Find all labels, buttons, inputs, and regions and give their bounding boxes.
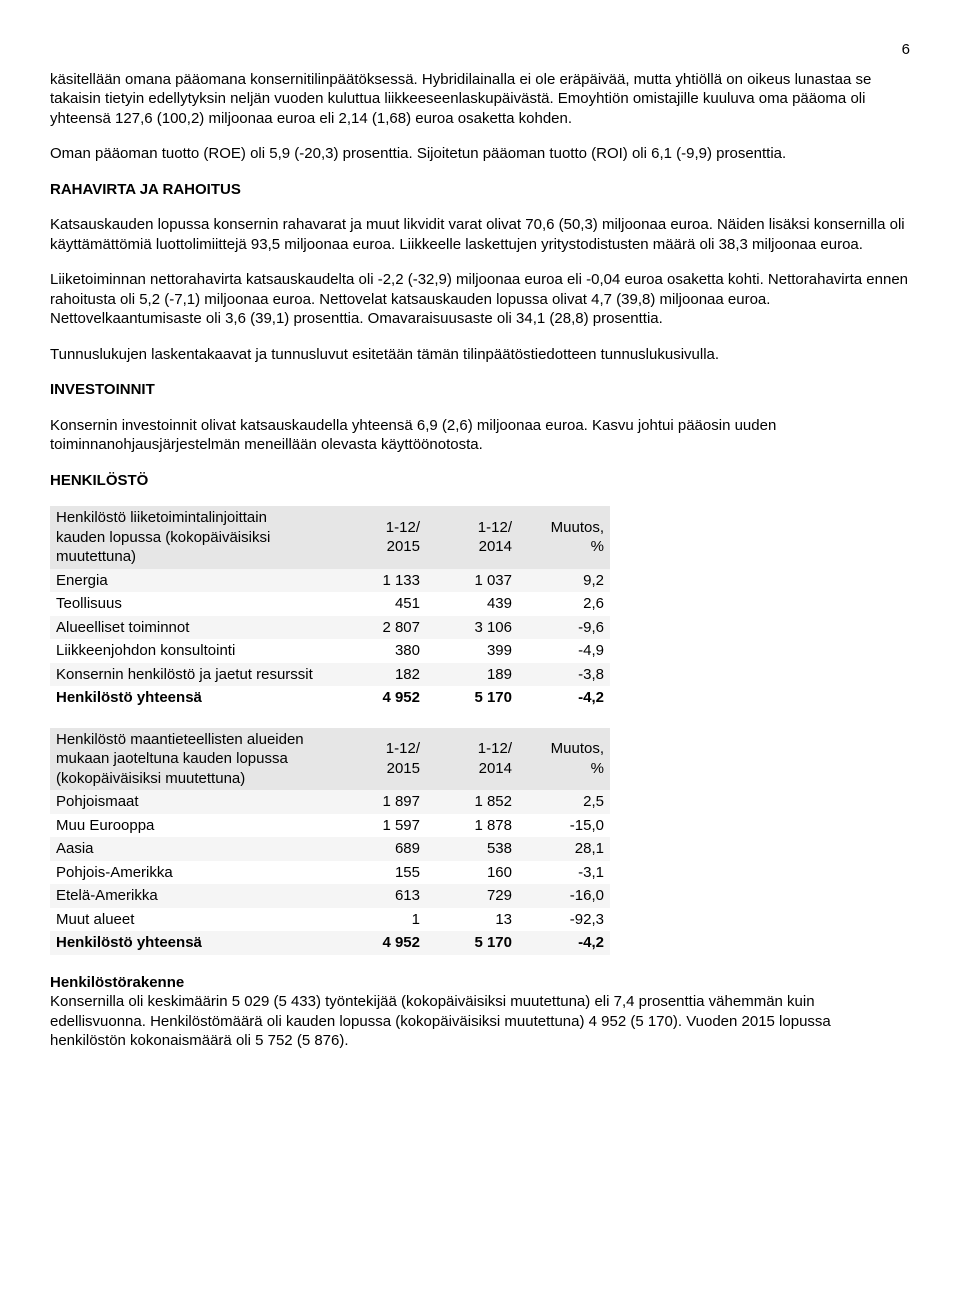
- section-heading-investoinnit: INVESTOINNIT: [50, 380, 910, 400]
- table-cell: 189: [426, 663, 518, 687]
- paragraph: Konsernilla oli keskimäärin 5 029 (5 433…: [50, 993, 831, 1049]
- table-cell: -16,0: [518, 884, 610, 908]
- table-cell-label: Muu Eurooppa: [50, 814, 334, 838]
- table-cell: 5 170: [426, 686, 518, 710]
- table-cell: 538: [426, 837, 518, 861]
- table-header-label: mukaan jaoteltuna kauden lopussa: [56, 750, 288, 767]
- table-cell: 1 597: [334, 814, 426, 838]
- table-cell-label: Energia: [50, 569, 334, 593]
- table-cell: 380: [334, 639, 426, 663]
- table-header-label: Henkilöstö maantieteellisten alueiden: [56, 731, 304, 748]
- paragraph: Konsernin investoinnit olivat katsauskau…: [50, 416, 910, 455]
- table-cell: 1 852: [426, 790, 518, 814]
- table-row: Alueelliset toiminnot2 8073 106-9,6: [50, 616, 610, 640]
- paragraph: Katsauskauden lopussa konsernin rahavara…: [50, 215, 910, 254]
- section-heading-henkilosto: HENKILÖSTÖ: [50, 471, 910, 491]
- table-row: Pohjois-Amerikka155160-3,1: [50, 861, 610, 885]
- table-cell: 2,5: [518, 790, 610, 814]
- paragraph: Liiketoiminnan nettorahavirta katsauskau…: [50, 270, 910, 329]
- table-row: Pohjoismaat1 8971 8522,5: [50, 790, 610, 814]
- table-cell: 160: [426, 861, 518, 885]
- table-cell-label: Henkilöstö yhteensä: [50, 931, 334, 955]
- table-cell: 451: [334, 592, 426, 616]
- table-cell: 28,1: [518, 837, 610, 861]
- table-cell: 5 170: [426, 931, 518, 955]
- table-cell-label: Etelä-Amerikka: [50, 884, 334, 908]
- table-cell: 1: [334, 908, 426, 932]
- table-header-col: 2015: [387, 760, 420, 777]
- table-header-col: 1-12/: [478, 519, 512, 536]
- table-cell: 182: [334, 663, 426, 687]
- table-cell: 399: [426, 639, 518, 663]
- table-total-row: Henkilöstö yhteensä4 9525 170-4,2: [50, 931, 610, 955]
- table-cell: 2,6: [518, 592, 610, 616]
- table-cell-label: Alueelliset toiminnot: [50, 616, 334, 640]
- table-total-row: Henkilöstö yhteensä4 9525 170-4,2: [50, 686, 610, 710]
- table-header-col: 1-12/: [386, 740, 420, 757]
- table-cell: 613: [334, 884, 426, 908]
- paragraph: käsitellään omana pääomana konsernitilin…: [50, 70, 910, 129]
- table-cell-label: Aasia: [50, 837, 334, 861]
- table-cell: -4,9: [518, 639, 610, 663]
- table-row: Etelä-Amerikka613729-16,0: [50, 884, 610, 908]
- table-cell: 13: [426, 908, 518, 932]
- page-number: 6: [50, 40, 910, 60]
- table-henkilosto-alueet: Henkilöstö maantieteellisten alueiden mu…: [50, 728, 610, 955]
- table-header-col: 2014: [479, 538, 512, 555]
- table-cell: -92,3: [518, 908, 610, 932]
- table-row: Aasia68953828,1: [50, 837, 610, 861]
- table-cell-label: Pohjois-Amerikka: [50, 861, 334, 885]
- table-cell: -15,0: [518, 814, 610, 838]
- table-cell: 439: [426, 592, 518, 616]
- table-cell-label: Teollisuus: [50, 592, 334, 616]
- table-row: Muu Eurooppa1 5971 878-15,0: [50, 814, 610, 838]
- table-header-col: %: [591, 538, 604, 555]
- table-cell: -9,6: [518, 616, 610, 640]
- table-cell: 2 807: [334, 616, 426, 640]
- table-header-col: 2014: [479, 760, 512, 777]
- table-cell-label: Henkilöstö yhteensä: [50, 686, 334, 710]
- table-cell: 3 106: [426, 616, 518, 640]
- table-cell: 4 952: [334, 931, 426, 955]
- table-row: Teollisuus4514392,6: [50, 592, 610, 616]
- paragraph: Tunnuslukujen laskentakaavat ja tunnuslu…: [50, 345, 910, 365]
- table-header-label: Henkilöstö liiketoimintalinjoittain: [56, 509, 267, 526]
- table-cell: -4,2: [518, 931, 610, 955]
- table-header-label: muutettuna): [56, 548, 136, 565]
- table-header-row: Henkilöstö maantieteellisten alueiden mu…: [50, 728, 610, 791]
- table-cell: 1 133: [334, 569, 426, 593]
- table-header-col: Muutos,: [551, 740, 604, 757]
- table-cell: 1 878: [426, 814, 518, 838]
- table-header-col: 1-12/: [478, 740, 512, 757]
- table-cell: -3,1: [518, 861, 610, 885]
- table-header-label: (kokopäiväisiksi muutettuna): [56, 770, 245, 787]
- table-cell-label: Konsernin henkilöstö ja jaetut resurssit: [50, 663, 334, 687]
- table-cell: 1 897: [334, 790, 426, 814]
- table-header-col: 1-12/: [386, 519, 420, 536]
- table-header-col: Muutos,: [551, 519, 604, 536]
- table-cell: 4 952: [334, 686, 426, 710]
- subheading-rakenne: Henkilöstörakenne: [50, 974, 184, 991]
- section-heading-rahavirta: RAHAVIRTA JA RAHOITUS: [50, 180, 910, 200]
- table-cell: -4,2: [518, 686, 610, 710]
- table-row: Muut alueet113-92,3: [50, 908, 610, 932]
- table-cell: 9,2: [518, 569, 610, 593]
- table-header-row: Henkilöstö liiketoimintalinjoittain kaud…: [50, 506, 610, 569]
- paragraph: Oman pääoman tuotto (ROE) oli 5,9 (-20,3…: [50, 144, 910, 164]
- table-cell: 689: [334, 837, 426, 861]
- table-row: Konsernin henkilöstö ja jaetut resurssit…: [50, 663, 610, 687]
- table-cell: 1 037: [426, 569, 518, 593]
- table-henkilosto-liiketoiminta: Henkilöstö liiketoimintalinjoittain kaud…: [50, 506, 610, 710]
- table-row: Liikkeenjohdon konsultointi380399-4,9: [50, 639, 610, 663]
- table-cell: 729: [426, 884, 518, 908]
- table-cell-label: Pohjoismaat: [50, 790, 334, 814]
- table-cell-label: Muut alueet: [50, 908, 334, 932]
- table-cell: 155: [334, 861, 426, 885]
- table-row: Energia1 1331 0379,2: [50, 569, 610, 593]
- table-cell: -3,8: [518, 663, 610, 687]
- table-header-label: kauden lopussa (kokopäiväisiksi: [56, 529, 270, 546]
- table-header-col: 2015: [387, 538, 420, 555]
- table-cell-label: Liikkeenjohdon konsultointi: [50, 639, 334, 663]
- table-header-col: %: [591, 760, 604, 777]
